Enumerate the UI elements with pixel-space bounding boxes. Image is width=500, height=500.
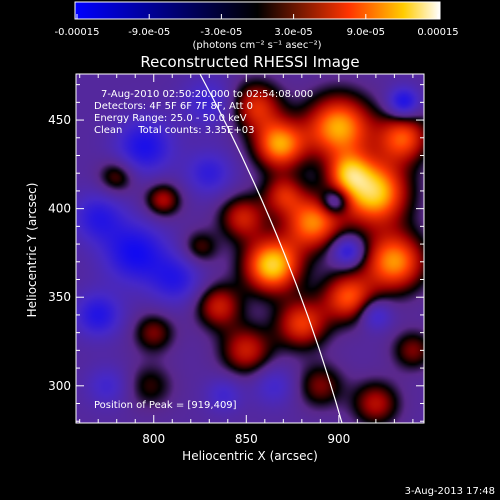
peak-position-label: Position of Peak = [919,409] — [94, 400, 237, 411]
annotation-energy: Energy Range: 25.0 - 50.0 keV — [94, 113, 247, 124]
x-tick-label-0: 800 — [142, 432, 165, 446]
colorbar-tick-label-5: 0.00015 — [417, 27, 458, 38]
colorbar-tick-label-2: -3.0e-05 — [200, 27, 242, 38]
x-tick-label-2: 900 — [327, 432, 350, 446]
solar-limb-line — [199, 74, 343, 423]
annotation-detectors: Detectors: 4F 5F 6F 7F 8F, Att 0 — [94, 101, 253, 112]
y-tick-label-0: 300 — [48, 379, 71, 393]
y-tick-label-1: 350 — [48, 290, 71, 304]
colorbar — [74, 1, 441, 20]
chart-title: Reconstructed RHESSI Image — [140, 53, 359, 71]
colorbar-ticks: -0.00015 -9.0e-05 -3.0e-05 3.0e-05 9.0e-05 0.… — [55, 14, 459, 38]
colorbar-tick-label-3: 3.0e-05 — [274, 27, 312, 38]
footer-timestamp: 3-Aug-2013 17:48 — [405, 486, 495, 497]
y-tick-label-2: 400 — [48, 202, 71, 216]
x-tick-label-1: 850 — [235, 432, 258, 446]
annotation-block: 7-Aug-2010 02:50:20.000 to 02:54:08.000 … — [94, 89, 313, 411]
y-axis-label: Heliocentric Y (arcsec) — [25, 183, 39, 318]
plot-frame — [75, 73, 425, 424]
y-tick-label-3: 450 — [48, 113, 71, 127]
x-axis-label: Heliocentric X (arcsec) — [182, 449, 318, 463]
colorbar-tick-label-0: -0.00015 — [55, 27, 100, 38]
annotation-time: 7-Aug-2010 02:50:20.000 to 02:54:08.000 — [101, 89, 313, 100]
heatmap-image — [76, 74, 424, 423]
axes: 800 850 900 300 350 400 450 — [48, 74, 424, 446]
annotation-counts: Clean Total counts: 3.35E+03 — [94, 125, 254, 136]
colorbar-unit-label: (photons cm⁻² s⁻¹ asec⁻²) — [192, 40, 321, 51]
colorbar-tick-label-4: 9.0e-05 — [347, 27, 385, 38]
colorbar-tick-label-1: -9.0e-05 — [128, 27, 170, 38]
